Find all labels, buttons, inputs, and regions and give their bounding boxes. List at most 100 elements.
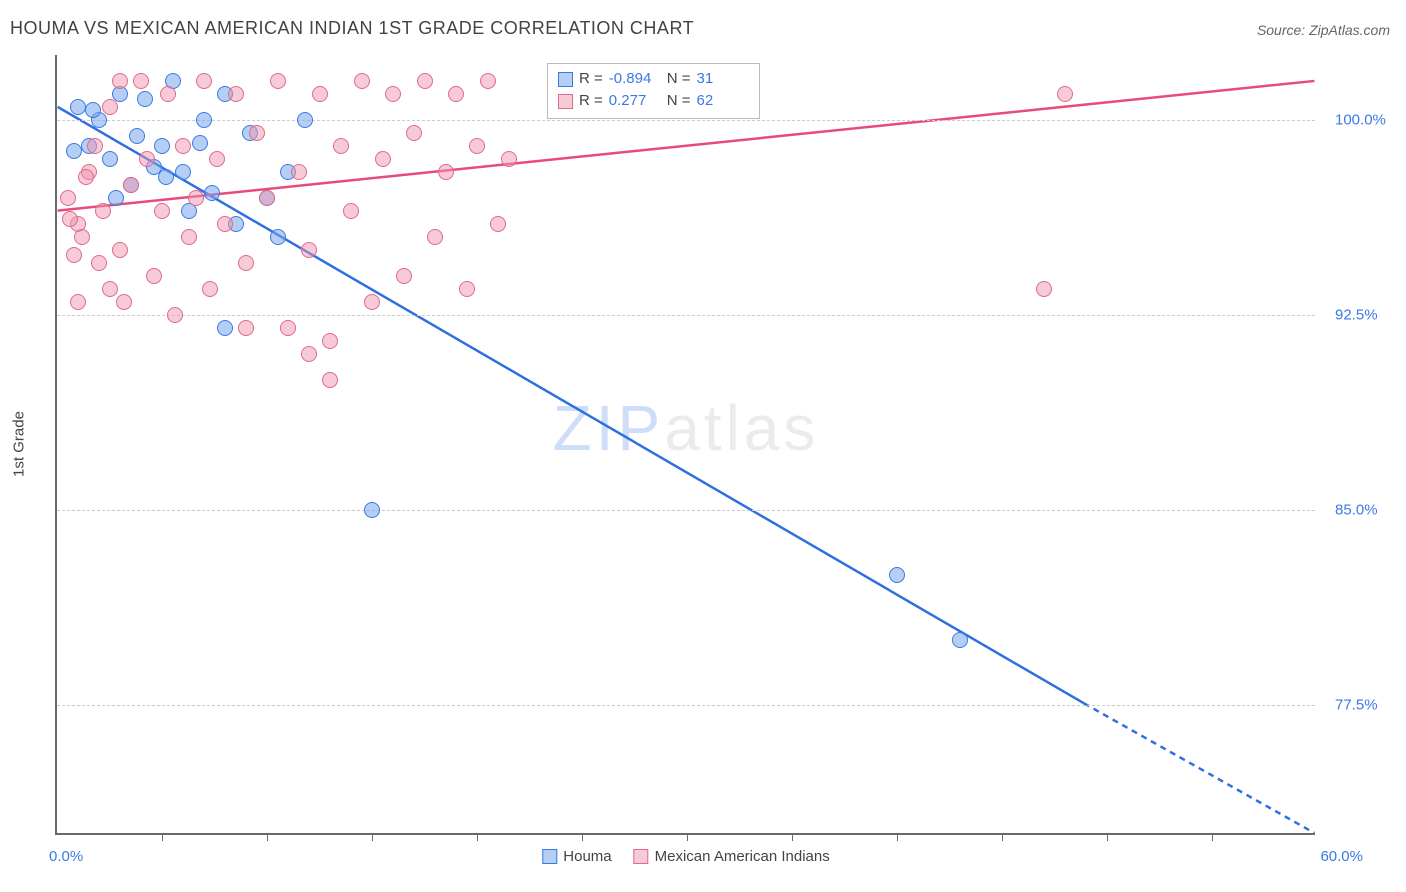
x-tick — [1212, 833, 1213, 841]
marker-mexican — [322, 333, 338, 349]
marker-mexican — [146, 268, 162, 284]
y-tick-label: 77.5% — [1335, 697, 1378, 714]
y-gridline — [57, 705, 1315, 706]
marker-mexican — [123, 177, 139, 193]
stat-n-label: N = — [667, 90, 691, 112]
marker-mexican — [501, 151, 517, 167]
marker-mexican — [112, 242, 128, 258]
stat-n-label: N = — [667, 68, 691, 90]
source-value: ZipAtlas.com — [1309, 22, 1390, 38]
marker-mexican — [490, 216, 506, 232]
marker-mexican — [448, 86, 464, 102]
legend-label-mexican: Mexican American Indians — [655, 848, 830, 865]
marker-mexican — [301, 242, 317, 258]
marker-mexican — [417, 73, 433, 89]
marker-mexican — [102, 99, 118, 115]
stat-r-label: R = — [579, 68, 603, 90]
marker-mexican — [66, 247, 82, 263]
marker-houma — [129, 128, 145, 144]
legend-item-mexican: Mexican American Indians — [634, 848, 830, 865]
legend-swatch-houma — [542, 849, 557, 864]
y-tick-label: 100.0% — [1335, 112, 1386, 129]
stats-row-mexican: R = 0.277 N = 62 — [558, 90, 749, 112]
marker-mexican — [202, 281, 218, 297]
marker-mexican — [87, 138, 103, 154]
marker-mexican — [480, 73, 496, 89]
marker-houma — [192, 135, 208, 151]
x-tick — [477, 833, 478, 841]
marker-mexican — [406, 125, 422, 141]
marker-mexican — [270, 73, 286, 89]
marker-mexican — [469, 138, 485, 154]
marker-mexican — [438, 164, 454, 180]
marker-mexican — [95, 203, 111, 219]
marker-mexican — [91, 255, 107, 271]
legend: Houma Mexican American Indians — [542, 848, 829, 865]
marker-mexican — [343, 203, 359, 219]
marker-houma — [102, 151, 118, 167]
marker-mexican — [291, 164, 307, 180]
marker-mexican — [238, 255, 254, 271]
marker-houma — [297, 112, 313, 128]
x-tick — [792, 833, 793, 841]
stats-row-houma: R = -0.894 N = 31 — [558, 68, 749, 90]
marker-mexican — [385, 86, 401, 102]
marker-mexican — [427, 229, 443, 245]
marker-mexican — [154, 203, 170, 219]
plot-area: 1st Grade ZIPatlas R = -0.894 N = 31 R =… — [55, 55, 1315, 835]
source-label: Source: — [1257, 22, 1305, 38]
x-tick — [582, 833, 583, 841]
marker-mexican — [181, 229, 197, 245]
marker-mexican — [322, 372, 338, 388]
stat-r-value-mexican: 0.277 — [609, 90, 661, 112]
marker-mexican — [175, 138, 191, 154]
swatch-mexican — [558, 94, 573, 109]
marker-mexican — [167, 307, 183, 323]
marker-houma — [196, 112, 212, 128]
marker-mexican — [364, 294, 380, 310]
marker-mexican — [196, 73, 212, 89]
marker-mexican — [301, 346, 317, 362]
marker-houma — [85, 102, 101, 118]
marker-houma — [889, 567, 905, 583]
marker-mexican — [160, 86, 176, 102]
marker-mexican — [396, 268, 412, 284]
y-tick-label: 92.5% — [1335, 307, 1378, 324]
stat-n-value-houma: 31 — [697, 68, 749, 90]
marker-mexican — [133, 73, 149, 89]
stat-r-label: R = — [579, 90, 603, 112]
stat-n-value-mexican: 62 — [697, 90, 749, 112]
stats-box: R = -0.894 N = 31 R = 0.277 N = 62 — [547, 63, 760, 119]
marker-houma — [204, 185, 220, 201]
marker-mexican — [459, 281, 475, 297]
marker-houma — [364, 502, 380, 518]
marker-houma — [154, 138, 170, 154]
marker-houma — [270, 229, 286, 245]
source-attribution: Source: ZipAtlas.com — [1257, 22, 1390, 38]
x-tick — [897, 833, 898, 841]
x-min-label: 0.0% — [49, 848, 83, 865]
legend-swatch-mexican — [634, 849, 649, 864]
x-max-label: 60.0% — [1320, 848, 1363, 865]
marker-houma — [217, 320, 233, 336]
marker-mexican — [354, 73, 370, 89]
legend-label-houma: Houma — [563, 848, 611, 865]
marker-mexican — [228, 86, 244, 102]
marker-mexican — [249, 125, 265, 141]
marker-houma — [70, 99, 86, 115]
marker-mexican — [312, 86, 328, 102]
swatch-houma — [558, 72, 573, 87]
marker-mexican — [102, 281, 118, 297]
marker-houma — [66, 143, 82, 159]
x-tick — [267, 833, 268, 841]
marker-mexican — [280, 320, 296, 336]
marker-mexican — [1036, 281, 1052, 297]
marker-mexican — [74, 229, 90, 245]
marker-houma — [108, 190, 124, 206]
marker-mexican — [70, 294, 86, 310]
y-axis-title: 1st Grade — [11, 411, 28, 477]
marker-mexican — [78, 169, 94, 185]
y-tick-label: 85.0% — [1335, 502, 1378, 519]
y-gridline — [57, 120, 1315, 121]
y-gridline — [57, 510, 1315, 511]
